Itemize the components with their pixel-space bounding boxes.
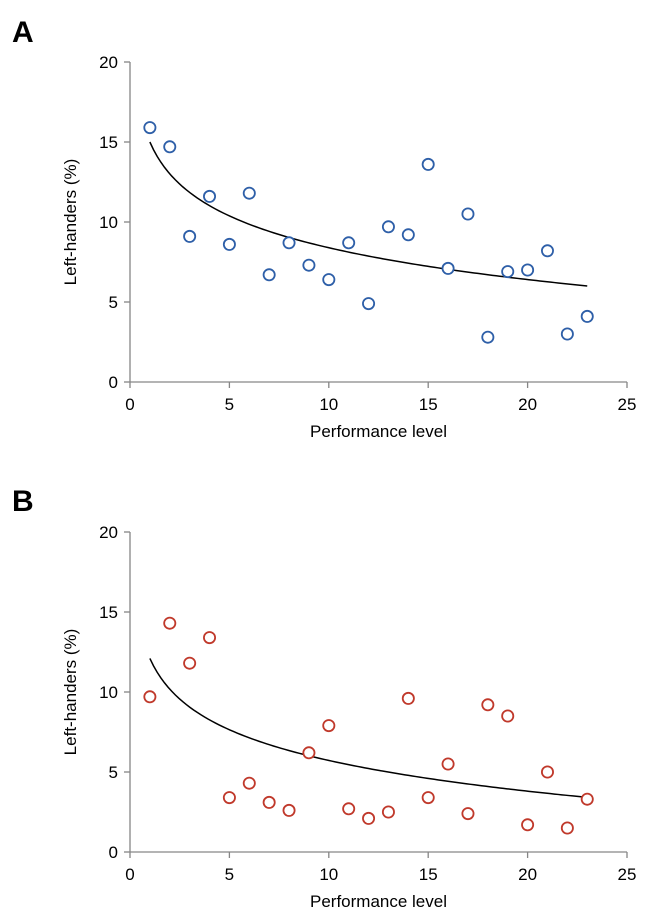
x-axis-title: Performance level [310,892,447,911]
trendline [149,141,588,287]
x-tick-label: 5 [225,865,234,884]
y-axis-title: Left-handers (%) [61,159,80,286]
data-point [401,691,415,705]
data-point [461,807,475,821]
x-tick-label: 15 [419,865,438,884]
data-point [282,236,296,250]
data-point [262,268,276,282]
data-point [521,263,535,277]
data-point [560,821,574,835]
data-point [322,273,336,287]
data-point [203,189,217,203]
data-point [222,237,236,251]
x-tick-label: 5 [225,395,234,414]
data-point [540,765,554,779]
x-tick-label: 20 [518,865,537,884]
data-point [302,258,316,272]
trendline [149,658,588,799]
data-point [441,757,455,771]
y-tick-label: 20 [99,523,118,542]
data-point [362,811,376,825]
data-point [521,818,535,832]
panel-a: A 0 5 10 15 20 0 5 10 15 20 25 Performance level Left… [12,16,636,441]
y-tick-label: 10 [99,683,118,702]
y-tick-label: 20 [99,53,118,72]
data-point [163,616,177,630]
data-point [183,656,197,670]
y-tick-label: 5 [109,763,118,782]
data-point [421,791,435,805]
y-tick-label: 0 [109,843,118,862]
data-point [163,140,177,154]
y-tick-label: 0 [109,373,118,392]
x-tick-label: 25 [618,395,637,414]
x-tick-label: 25 [618,865,637,884]
y-tick-label: 15 [99,133,118,152]
data-point [302,746,316,760]
panel-letter: B [12,485,34,518]
data-point [143,690,157,704]
x-tick-label: 20 [518,395,537,414]
panel-letter: A [12,16,34,49]
x-tick-label: 0 [125,865,134,884]
data-point [381,220,395,234]
data-point [203,631,217,645]
data-point [282,803,296,817]
x-tick-label: 0 [125,395,134,414]
data-point [580,309,594,323]
data-point [242,186,256,200]
data-point [501,709,515,723]
data-point [501,265,515,279]
data-point [322,719,336,733]
data-point [401,228,415,242]
x-tick-label: 10 [319,865,338,884]
data-point [143,121,157,135]
data-point [222,791,236,805]
data-point [342,236,356,250]
data-point [540,244,554,258]
data-point [481,698,495,712]
x-tick-label: 10 [319,395,338,414]
panel-b: B 0 5 10 15 20 0 5 10 15 20 25 Performance level Left… [12,485,636,911]
y-tick-label: 5 [109,293,118,312]
data-point [242,776,256,790]
y-axis-title: Left-handers (%) [61,629,80,756]
data-point [441,261,455,275]
data-point [183,229,197,243]
y-tick-label: 10 [99,213,118,232]
data-point [580,792,594,806]
data-point [262,795,276,809]
data-point [381,805,395,819]
data-point [461,207,475,221]
data-point [421,157,435,171]
y-tick-label: 15 [99,603,118,622]
data-point [481,330,495,344]
x-axis-title: Performance level [310,422,447,441]
data-point [560,327,574,341]
x-tick-label: 15 [419,395,438,414]
data-point [362,297,376,311]
data-point [342,802,356,816]
